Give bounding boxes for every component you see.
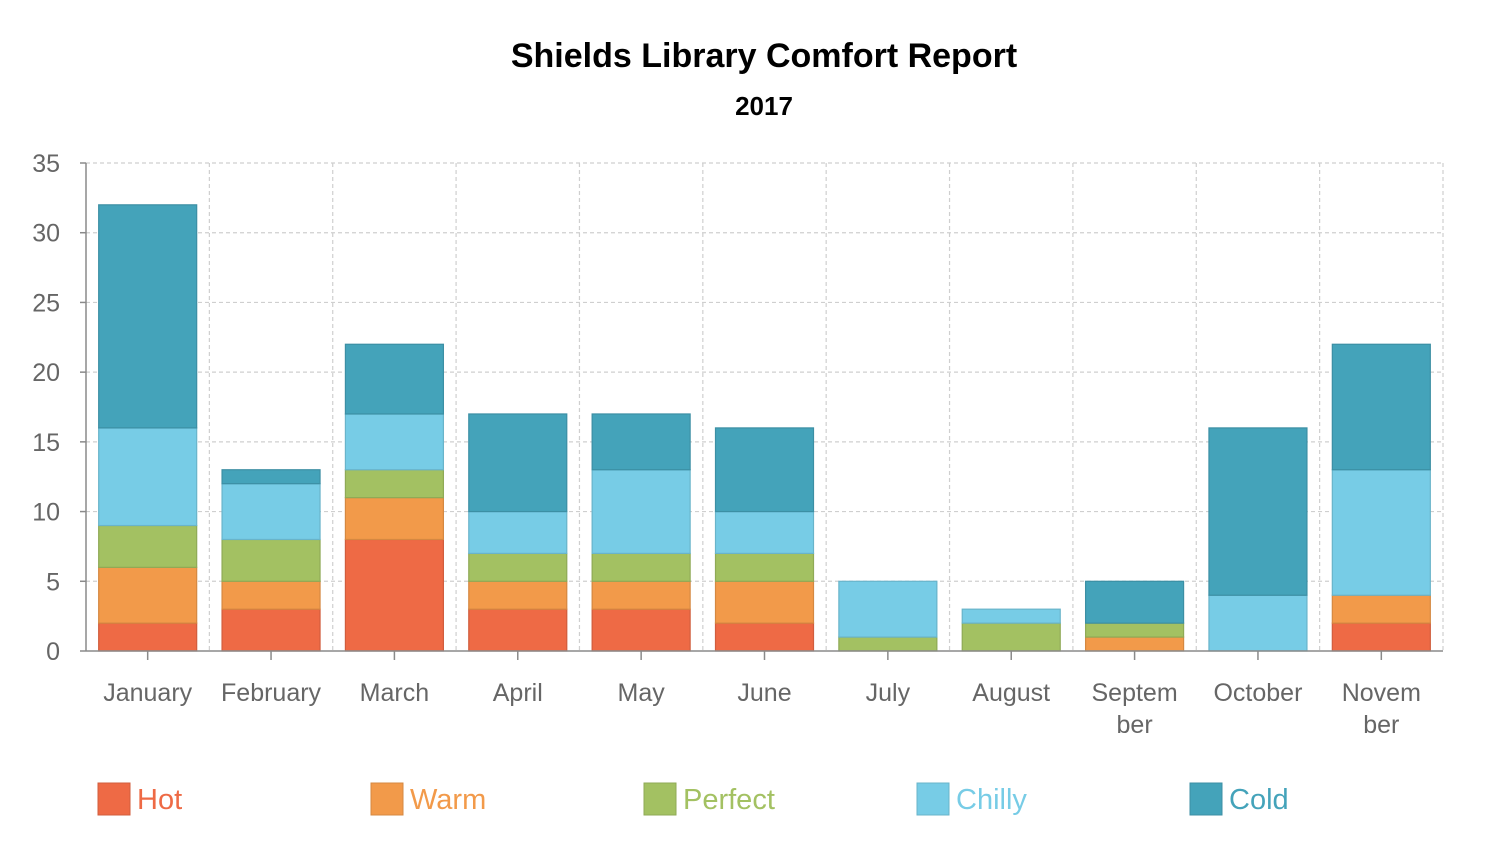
bar-stack-november <box>1331 343 1431 652</box>
bar-perfect-august <box>961 622 1061 652</box>
bar-hot-march <box>344 538 445 652</box>
bar-warm-november <box>1331 594 1431 624</box>
x-tick-label-september: Septem ber <box>1092 679 1178 739</box>
bar-hot-november <box>1331 622 1431 652</box>
legend-label-perfect: Perfect <box>683 784 775 816</box>
bar-perfect-june <box>714 552 815 582</box>
bar-cold-september <box>1084 580 1185 624</box>
legend-swatch-perfect <box>643 782 677 816</box>
x-tick-label-april: April <box>493 679 543 707</box>
legend-swatch-cold <box>1189 782 1223 816</box>
legend-swatch-warm <box>370 782 404 816</box>
bar-stack-january <box>98 204 198 652</box>
bar-stack-october <box>1208 427 1308 652</box>
bar-warm-february <box>221 580 321 610</box>
bar-warm-april <box>468 580 568 610</box>
x-tick-label-february: February <box>221 679 322 707</box>
bar-perfect-may <box>591 552 691 582</box>
chart-subtitle: 2017 <box>735 91 793 121</box>
bar-stack-march <box>344 343 445 652</box>
bar-warm-march <box>344 497 445 541</box>
x-tick-label-august: August <box>972 679 1050 707</box>
bar-stack-july <box>838 580 938 652</box>
bar-cold-may <box>591 413 691 471</box>
y-tick-label-5: 5 <box>46 568 60 596</box>
bar-warm-may <box>591 580 691 610</box>
bar-cold-january <box>98 204 198 429</box>
legend-item-chilly[interactable]: Chilly <box>916 782 1027 816</box>
bar-cold-february <box>221 469 321 485</box>
bar-hot-february <box>221 608 321 652</box>
bar-perfect-february <box>221 538 321 582</box>
bar-chilly-january <box>98 427 198 527</box>
bar-warm-september <box>1084 636 1185 652</box>
y-tick-label-20: 20 <box>32 359 60 387</box>
legend-item-cold[interactable]: Cold <box>1189 782 1289 816</box>
bar-stack-june <box>714 427 815 652</box>
bar-cold-october <box>1208 427 1308 596</box>
bar-hot-may <box>591 608 691 652</box>
bar-perfect-march <box>344 469 445 499</box>
bar-stack-august <box>961 608 1061 652</box>
bar-warm-january <box>98 566 198 624</box>
bars <box>98 204 1431 652</box>
x-tick-label-june: June <box>737 679 791 707</box>
bar-cold-november <box>1331 343 1431 471</box>
legend-swatch-hot <box>97 782 131 816</box>
x-tick-label-march: March <box>360 679 429 707</box>
bar-perfect-september <box>1084 622 1185 638</box>
bar-perfect-april <box>468 552 568 582</box>
bar-stack-september <box>1084 580 1185 652</box>
legend-label-warm: Warm <box>410 784 486 816</box>
legend-item-warm[interactable]: Warm <box>370 782 486 816</box>
bar-hot-june <box>714 622 815 652</box>
x-tick-label-january: January <box>103 679 192 707</box>
bar-chilly-may <box>591 469 691 555</box>
legend-label-chilly: Chilly <box>956 784 1027 816</box>
bar-cold-june <box>714 427 815 513</box>
legend-item-perfect[interactable]: Perfect <box>643 782 775 816</box>
x-tick-label-may: May <box>618 679 666 707</box>
axes: 0 5 10 15 20 25 30 35 January February March April M… <box>32 150 1443 739</box>
x-tick-label-july: July <box>866 679 911 707</box>
bar-chilly-july <box>838 580 938 638</box>
bar-chilly-august <box>961 608 1061 624</box>
y-tick-label-10: 10 <box>32 499 60 527</box>
x-tick-label-november: Novem ber <box>1342 679 1421 739</box>
y-tick-label-15: 15 <box>32 429 60 457</box>
x-tick-label-october: October <box>1213 679 1302 707</box>
legend-item-hot[interactable]: Hot <box>97 782 182 816</box>
bar-perfect-january <box>98 524 198 568</box>
bar-chilly-june <box>714 510 815 555</box>
chart-title: Shields Library Comfort Report <box>511 37 1017 75</box>
bar-hot-april <box>468 608 568 652</box>
bar-perfect-july <box>838 636 938 652</box>
bar-chilly-march <box>344 413 445 471</box>
bar-hot-january <box>98 622 198 652</box>
bar-stack-may <box>591 413 691 652</box>
legend-swatch-chilly <box>916 782 950 816</box>
legend: Hot Warm Perfect Chilly Cold <box>97 782 1289 816</box>
bar-cold-march <box>344 343 445 415</box>
bar-chilly-april <box>468 510 568 555</box>
bar-chilly-october <box>1208 594 1308 652</box>
bar-stack-february <box>221 469 321 652</box>
y-tick-label-35: 35 <box>32 150 60 178</box>
bar-cold-april <box>468 413 568 513</box>
legend-label-hot: Hot <box>137 784 182 816</box>
legend-label-cold: Cold <box>1229 784 1289 816</box>
bar-chilly-february <box>221 483 321 541</box>
y-tick-label-25: 25 <box>32 289 60 317</box>
bar-chilly-november <box>1331 469 1431 596</box>
y-tick-label-0: 0 <box>46 638 60 666</box>
y-tick-label-30: 30 <box>32 220 60 248</box>
bar-warm-june <box>714 580 815 624</box>
bar-stack-april <box>468 413 568 652</box>
